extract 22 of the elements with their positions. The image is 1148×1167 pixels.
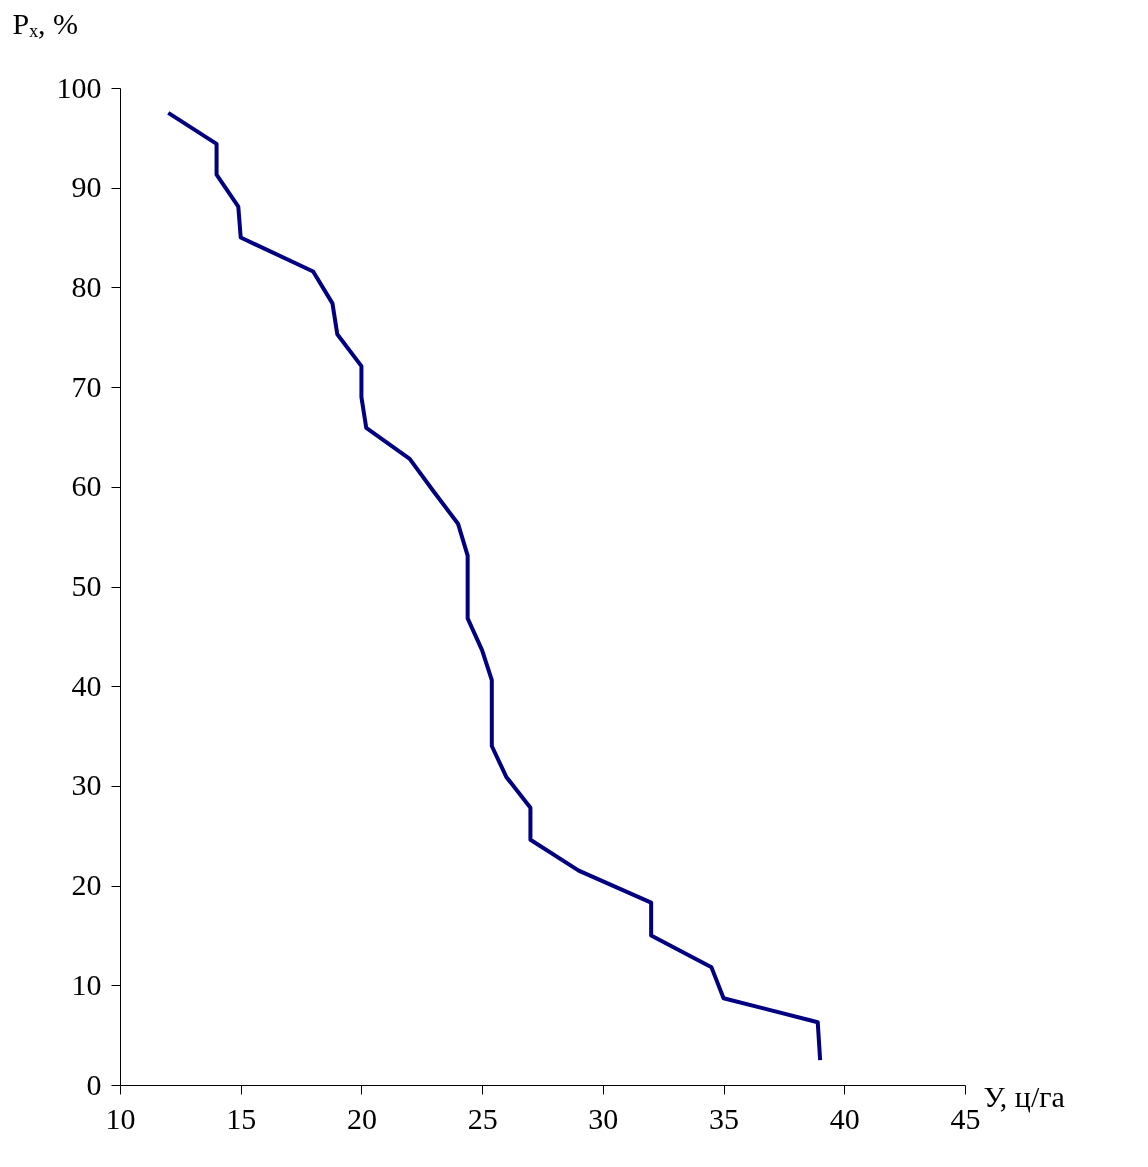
y-tick-label: 90 bbox=[71, 170, 102, 204]
x-axis-title: У, ц/га bbox=[983, 1079, 1065, 1113]
y-tick-label: 20 bbox=[71, 868, 102, 902]
y-tick-label: 30 bbox=[71, 768, 102, 802]
y-tick-label: 0 bbox=[86, 1067, 102, 1101]
x-tick-label: 30 bbox=[588, 1101, 619, 1135]
y-tick-label: 10 bbox=[71, 967, 102, 1001]
x-tick-label: 10 bbox=[105, 1101, 136, 1135]
y-tick-label: 70 bbox=[71, 369, 102, 403]
x-tick-label: 25 bbox=[467, 1101, 498, 1135]
y-tick-label: 100 bbox=[56, 70, 102, 104]
y-tick-label: 50 bbox=[71, 569, 102, 602]
x-tick-label: 45 bbox=[950, 1101, 981, 1135]
x-tick-label: 35 bbox=[709, 1101, 740, 1135]
x-tick-label: 15 bbox=[226, 1101, 257, 1135]
x-tick-label: 20 bbox=[346, 1101, 377, 1135]
y-tick-label: 60 bbox=[71, 469, 102, 503]
x-tick-label: 40 bbox=[829, 1101, 860, 1135]
y-tick-label: 40 bbox=[71, 668, 102, 702]
line-series bbox=[166, 110, 823, 1063]
y-axis-title: Pₓ, % bbox=[12, 6, 78, 40]
y-tick-label: 80 bbox=[71, 269, 102, 303]
